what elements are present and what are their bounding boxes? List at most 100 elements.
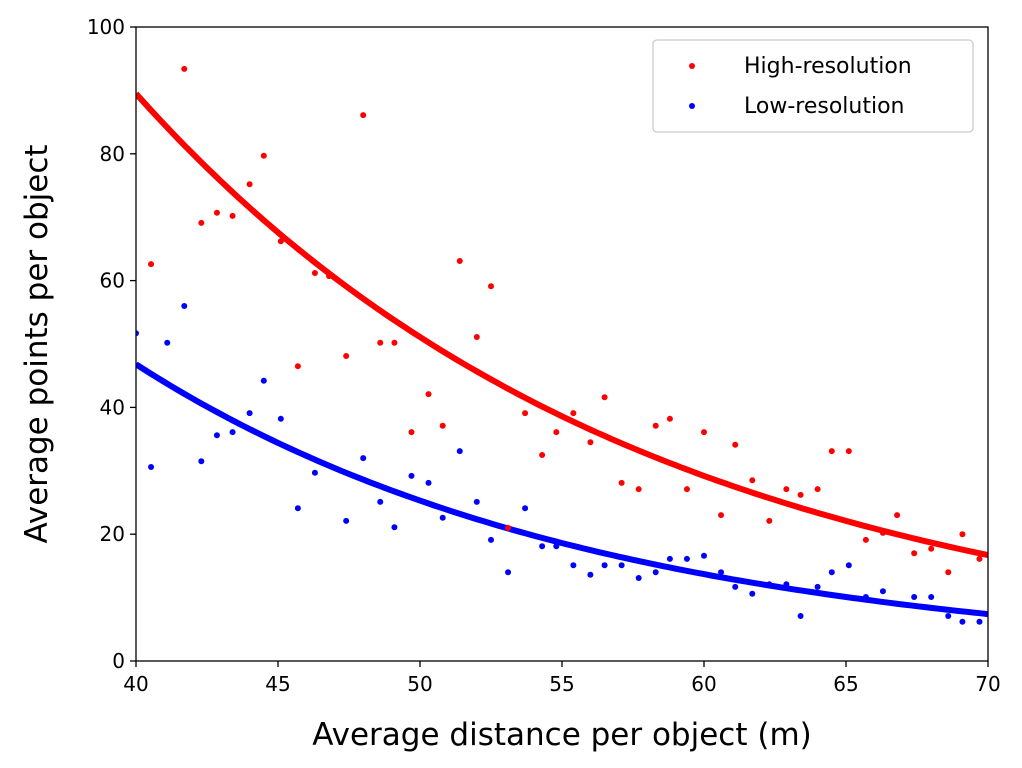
point-high-resolution bbox=[294, 363, 301, 370]
point-high-resolution bbox=[683, 486, 690, 493]
point-low-resolution bbox=[879, 588, 886, 595]
point-low-resolution bbox=[862, 593, 869, 600]
x-axis-label: Average distance per object (m) bbox=[312, 717, 811, 753]
point-high-resolution bbox=[522, 410, 529, 417]
point-low-resolution bbox=[959, 618, 966, 625]
point-high-resolution bbox=[845, 448, 852, 455]
point-low-resolution bbox=[488, 536, 494, 543]
point-high-resolution bbox=[618, 479, 625, 486]
point-high-resolution bbox=[911, 550, 918, 557]
point-high-resolution bbox=[505, 524, 512, 531]
y-tick-label: 80 bbox=[100, 142, 125, 166]
data-points bbox=[136, 65, 983, 625]
point-low-resolution bbox=[553, 543, 560, 550]
point-high-resolution bbox=[343, 353, 350, 360]
point-low-resolution bbox=[718, 569, 725, 576]
point-high-resolution bbox=[473, 334, 480, 341]
point-low-resolution bbox=[408, 472, 415, 479]
point-high-resolution bbox=[439, 422, 446, 429]
point-high-resolution bbox=[246, 181, 253, 188]
point-high-resolution bbox=[701, 429, 707, 436]
x-tick-label: 60 bbox=[691, 672, 716, 696]
point-high-resolution bbox=[570, 410, 577, 417]
point-high-resolution bbox=[198, 219, 205, 226]
point-low-resolution bbox=[164, 339, 171, 346]
point-low-resolution bbox=[213, 432, 220, 439]
point-high-resolution bbox=[894, 512, 901, 519]
point-high-resolution bbox=[601, 394, 608, 401]
point-high-resolution bbox=[229, 212, 236, 219]
point-low-resolution bbox=[343, 517, 350, 524]
legend-label-low-resolution: Low-resolution bbox=[744, 94, 904, 119]
point-high-resolution bbox=[488, 283, 494, 290]
point-low-resolution bbox=[473, 498, 480, 505]
point-high-resolution bbox=[749, 477, 756, 484]
point-low-resolution bbox=[845, 562, 852, 569]
point-low-resolution bbox=[635, 574, 642, 581]
point-high-resolution bbox=[718, 512, 725, 519]
point-high-resolution bbox=[783, 486, 790, 493]
point-high-resolution bbox=[959, 531, 966, 538]
legend-marker-low-resolution bbox=[689, 103, 695, 109]
point-high-resolution bbox=[766, 517, 773, 524]
point-high-resolution bbox=[391, 339, 398, 346]
x-tick-label: 40 bbox=[123, 672, 148, 696]
point-low-resolution bbox=[148, 463, 155, 470]
x-tick-label: 50 bbox=[407, 672, 432, 696]
point-high-resolution bbox=[732, 441, 739, 448]
point-high-resolution bbox=[814, 486, 821, 493]
point-low-resolution bbox=[732, 583, 739, 590]
point-high-resolution bbox=[587, 439, 594, 446]
point-high-resolution bbox=[181, 65, 188, 72]
point-low-resolution bbox=[601, 562, 608, 569]
point-high-resolution bbox=[879, 529, 886, 536]
x-tick-label: 65 bbox=[833, 672, 858, 696]
point-low-resolution bbox=[522, 505, 529, 512]
x-tick-label: 45 bbox=[265, 672, 290, 696]
point-low-resolution bbox=[570, 562, 577, 569]
point-high-resolution bbox=[635, 486, 642, 493]
x-axis: 40 45 50 55 60 65 70 bbox=[123, 661, 1001, 696]
y-tick-label: 0 bbox=[112, 649, 125, 673]
point-high-resolution bbox=[828, 448, 835, 455]
point-high-resolution bbox=[425, 391, 432, 398]
point-low-resolution bbox=[198, 458, 205, 465]
point-low-resolution bbox=[652, 569, 659, 576]
y-tick-label: 100 bbox=[87, 15, 125, 39]
point-low-resolution bbox=[246, 410, 253, 417]
point-high-resolution bbox=[797, 491, 804, 498]
point-low-resolution bbox=[976, 618, 983, 625]
y-tick-label: 40 bbox=[100, 395, 125, 419]
point-high-resolution bbox=[148, 261, 155, 268]
point-low-resolution bbox=[618, 562, 625, 569]
point-low-resolution bbox=[294, 505, 301, 512]
legend: High-resolution Low-resolution bbox=[652, 39, 974, 133]
point-high-resolution bbox=[408, 429, 415, 436]
point-low-resolution bbox=[311, 469, 318, 476]
point-low-resolution bbox=[683, 555, 690, 562]
fit-curve-low-resolution bbox=[136, 361, 988, 618]
point-high-resolution bbox=[311, 269, 318, 276]
point-low-resolution bbox=[439, 514, 446, 521]
fit-curve-high-resolution bbox=[136, 91, 988, 559]
point-low-resolution bbox=[587, 571, 594, 578]
y-axis: 0 20 40 60 80 100 bbox=[87, 15, 136, 673]
point-low-resolution bbox=[136, 330, 139, 337]
fit-curves bbox=[136, 91, 988, 618]
point-low-resolution bbox=[928, 593, 935, 600]
point-low-resolution bbox=[229, 429, 236, 436]
x-tick-label: 55 bbox=[549, 672, 574, 696]
y-tick-label: 20 bbox=[100, 522, 125, 546]
y-tick-label: 60 bbox=[100, 269, 125, 293]
point-low-resolution bbox=[181, 302, 188, 309]
point-low-resolution bbox=[701, 552, 707, 559]
point-low-resolution bbox=[391, 524, 398, 531]
point-high-resolution bbox=[539, 451, 546, 458]
point-low-resolution bbox=[277, 415, 284, 422]
point-high-resolution bbox=[976, 555, 983, 562]
point-low-resolution bbox=[425, 479, 432, 486]
point-low-resolution bbox=[377, 498, 384, 505]
point-high-resolution bbox=[360, 112, 367, 119]
point-low-resolution bbox=[505, 569, 512, 576]
